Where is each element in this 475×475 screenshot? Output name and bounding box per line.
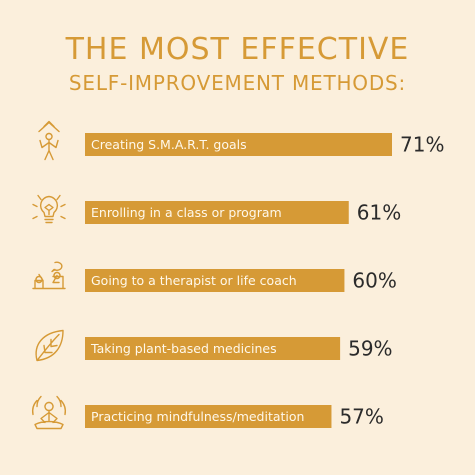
bar-label-5: Practicing mindfulness/meditation — [91, 409, 304, 424]
value-label-1: 71% — [400, 133, 444, 157]
bar-4 — [85, 337, 341, 360]
bar-label-4: Taking plant-based medicines — [90, 341, 277, 356]
value-label-3: 60% — [352, 269, 396, 293]
bar-label-3: Going to a therapist or life coach — [91, 273, 297, 288]
bar-5 — [85, 405, 332, 428]
title-line-1: THE MOST EFFECTIVE — [65, 32, 410, 67]
bar-2 — [85, 201, 349, 224]
bar-1 — [85, 133, 392, 156]
bar-label-1: Creating S.M.A.R.T. goals — [91, 137, 247, 152]
title-line-2: SELF-IMPROVEMENT METHODS: — [68, 71, 407, 95]
therapy-session-icon — [32, 261, 66, 290]
bar-label-2: Enrolling in a class or program — [91, 205, 282, 220]
value-label-4: 59% — [348, 337, 392, 361]
leaf-icon — [35, 329, 64, 362]
person-goal-icon — [38, 120, 60, 161]
bar-3 — [85, 269, 345, 292]
value-label-2: 61% — [357, 201, 401, 225]
value-label-5: 57% — [339, 405, 383, 429]
meditation-icon — [32, 395, 66, 430]
lightbulb-learning-icon — [32, 194, 66, 224]
